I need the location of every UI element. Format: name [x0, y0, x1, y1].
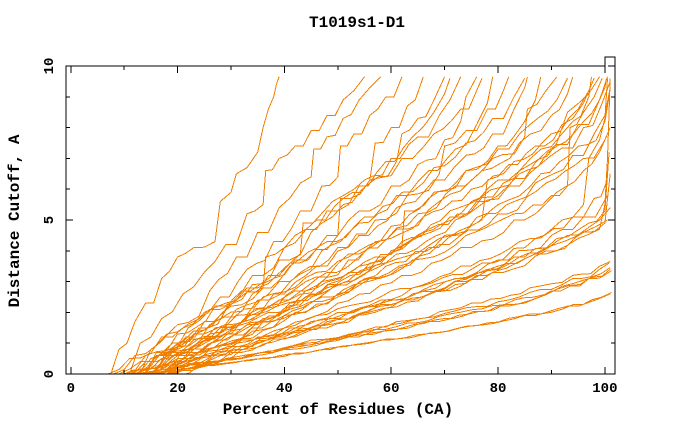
model-curve: [134, 78, 603, 375]
y-tick-label: 10: [42, 58, 58, 75]
model-curve: [140, 76, 592, 375]
model-curve: [156, 207, 611, 375]
x-tick-label: 80: [490, 381, 507, 397]
model-curve: [156, 262, 610, 375]
x-tick-label: 0: [67, 381, 75, 397]
model-curve: [150, 81, 611, 375]
model-curve: [156, 87, 611, 375]
model-curve: [124, 78, 607, 375]
y-tick-label: 5: [42, 216, 58, 224]
model-curve: [129, 78, 451, 375]
model-curve: [166, 127, 611, 375]
model-curve: [129, 76, 381, 375]
model-curve: [172, 173, 611, 375]
y-axis-title: Distance Cutoff, A: [6, 134, 24, 307]
model-curve: [145, 96, 610, 375]
model-curve: [150, 270, 612, 375]
model-curve: [129, 152, 610, 375]
model-curve: [129, 76, 494, 375]
model-curve: [124, 78, 568, 375]
model-curve: [166, 78, 611, 375]
model-curve: [177, 133, 608, 375]
y-tick-label: 0: [42, 370, 58, 378]
model-curve: [118, 76, 365, 375]
model-curve: [118, 78, 595, 375]
model-curve: [102, 76, 280, 375]
model-curve: [134, 76, 403, 375]
tick-labels: 0 20 40 60 80 100 0 5 10: [42, 58, 618, 397]
model-curve: [161, 261, 611, 375]
model-curves: [102, 76, 613, 375]
x-axis-title: Percent of Residues (CA): [223, 401, 453, 419]
chart-title: T1019s1-D1: [309, 14, 405, 32]
model-curve: [145, 76, 558, 375]
axes: [65, 56, 616, 375]
x-tick-label: 60: [383, 381, 400, 397]
x-tick-label: 20: [169, 381, 186, 397]
model-curve: [145, 291, 613, 375]
x-tick-label: 100: [592, 381, 617, 397]
model-curve: [140, 179, 608, 375]
model-curve: [108, 78, 526, 375]
model-curve: [134, 76, 542, 375]
model-curve: [145, 219, 608, 375]
x-tick-label: 40: [276, 381, 293, 397]
